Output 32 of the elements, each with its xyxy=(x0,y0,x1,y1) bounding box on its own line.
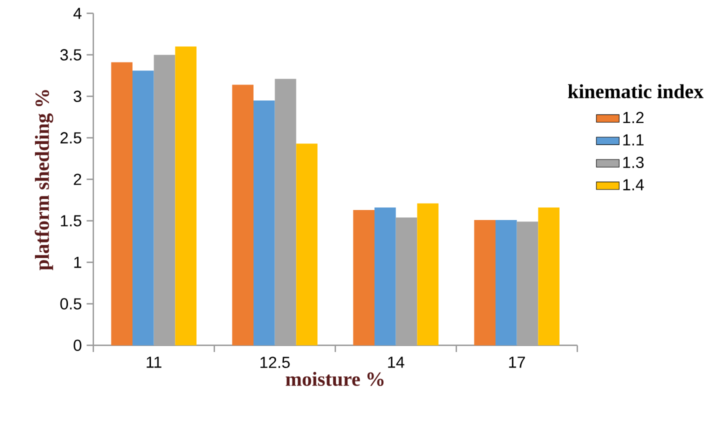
bar xyxy=(496,220,517,346)
y-tick-label: 0 xyxy=(74,340,82,351)
bar xyxy=(374,208,396,346)
bar xyxy=(538,208,560,346)
x-tick-label: 14 xyxy=(388,356,404,368)
bar xyxy=(175,46,197,346)
bar xyxy=(353,210,374,346)
legend-label: 1.2 xyxy=(623,112,644,124)
bar xyxy=(474,220,496,346)
y-tick-label: 4 xyxy=(73,8,82,19)
bar xyxy=(132,70,154,346)
y-tick-label: 0.5 xyxy=(60,298,82,310)
y-tick-label: 1 xyxy=(74,256,82,268)
legend-label: 1.3 xyxy=(623,156,644,168)
x-tick-label: 11 xyxy=(146,356,162,368)
bar xyxy=(111,62,133,346)
x-axis-title: moisture % xyxy=(286,372,384,386)
y-tick-label: 3 xyxy=(74,90,82,102)
y-tick-label: 2.5 xyxy=(60,132,82,144)
legend-title: kinematic index xyxy=(568,84,704,98)
y-tick-label: 2 xyxy=(74,174,82,185)
bar xyxy=(417,203,439,346)
legend-label: 1.1 xyxy=(623,134,644,146)
bar xyxy=(254,100,275,346)
bar xyxy=(296,144,318,346)
legend-label: 1.4 xyxy=(623,179,644,190)
x-tick-label: 17 xyxy=(509,356,525,368)
bar xyxy=(232,84,254,346)
x-tick-label: 12.5 xyxy=(260,356,290,368)
y-axis-title: platform shedding % xyxy=(34,90,54,270)
y-tick-label: 1.5 xyxy=(60,215,82,226)
y-tick-label: 3.5 xyxy=(60,49,82,60)
